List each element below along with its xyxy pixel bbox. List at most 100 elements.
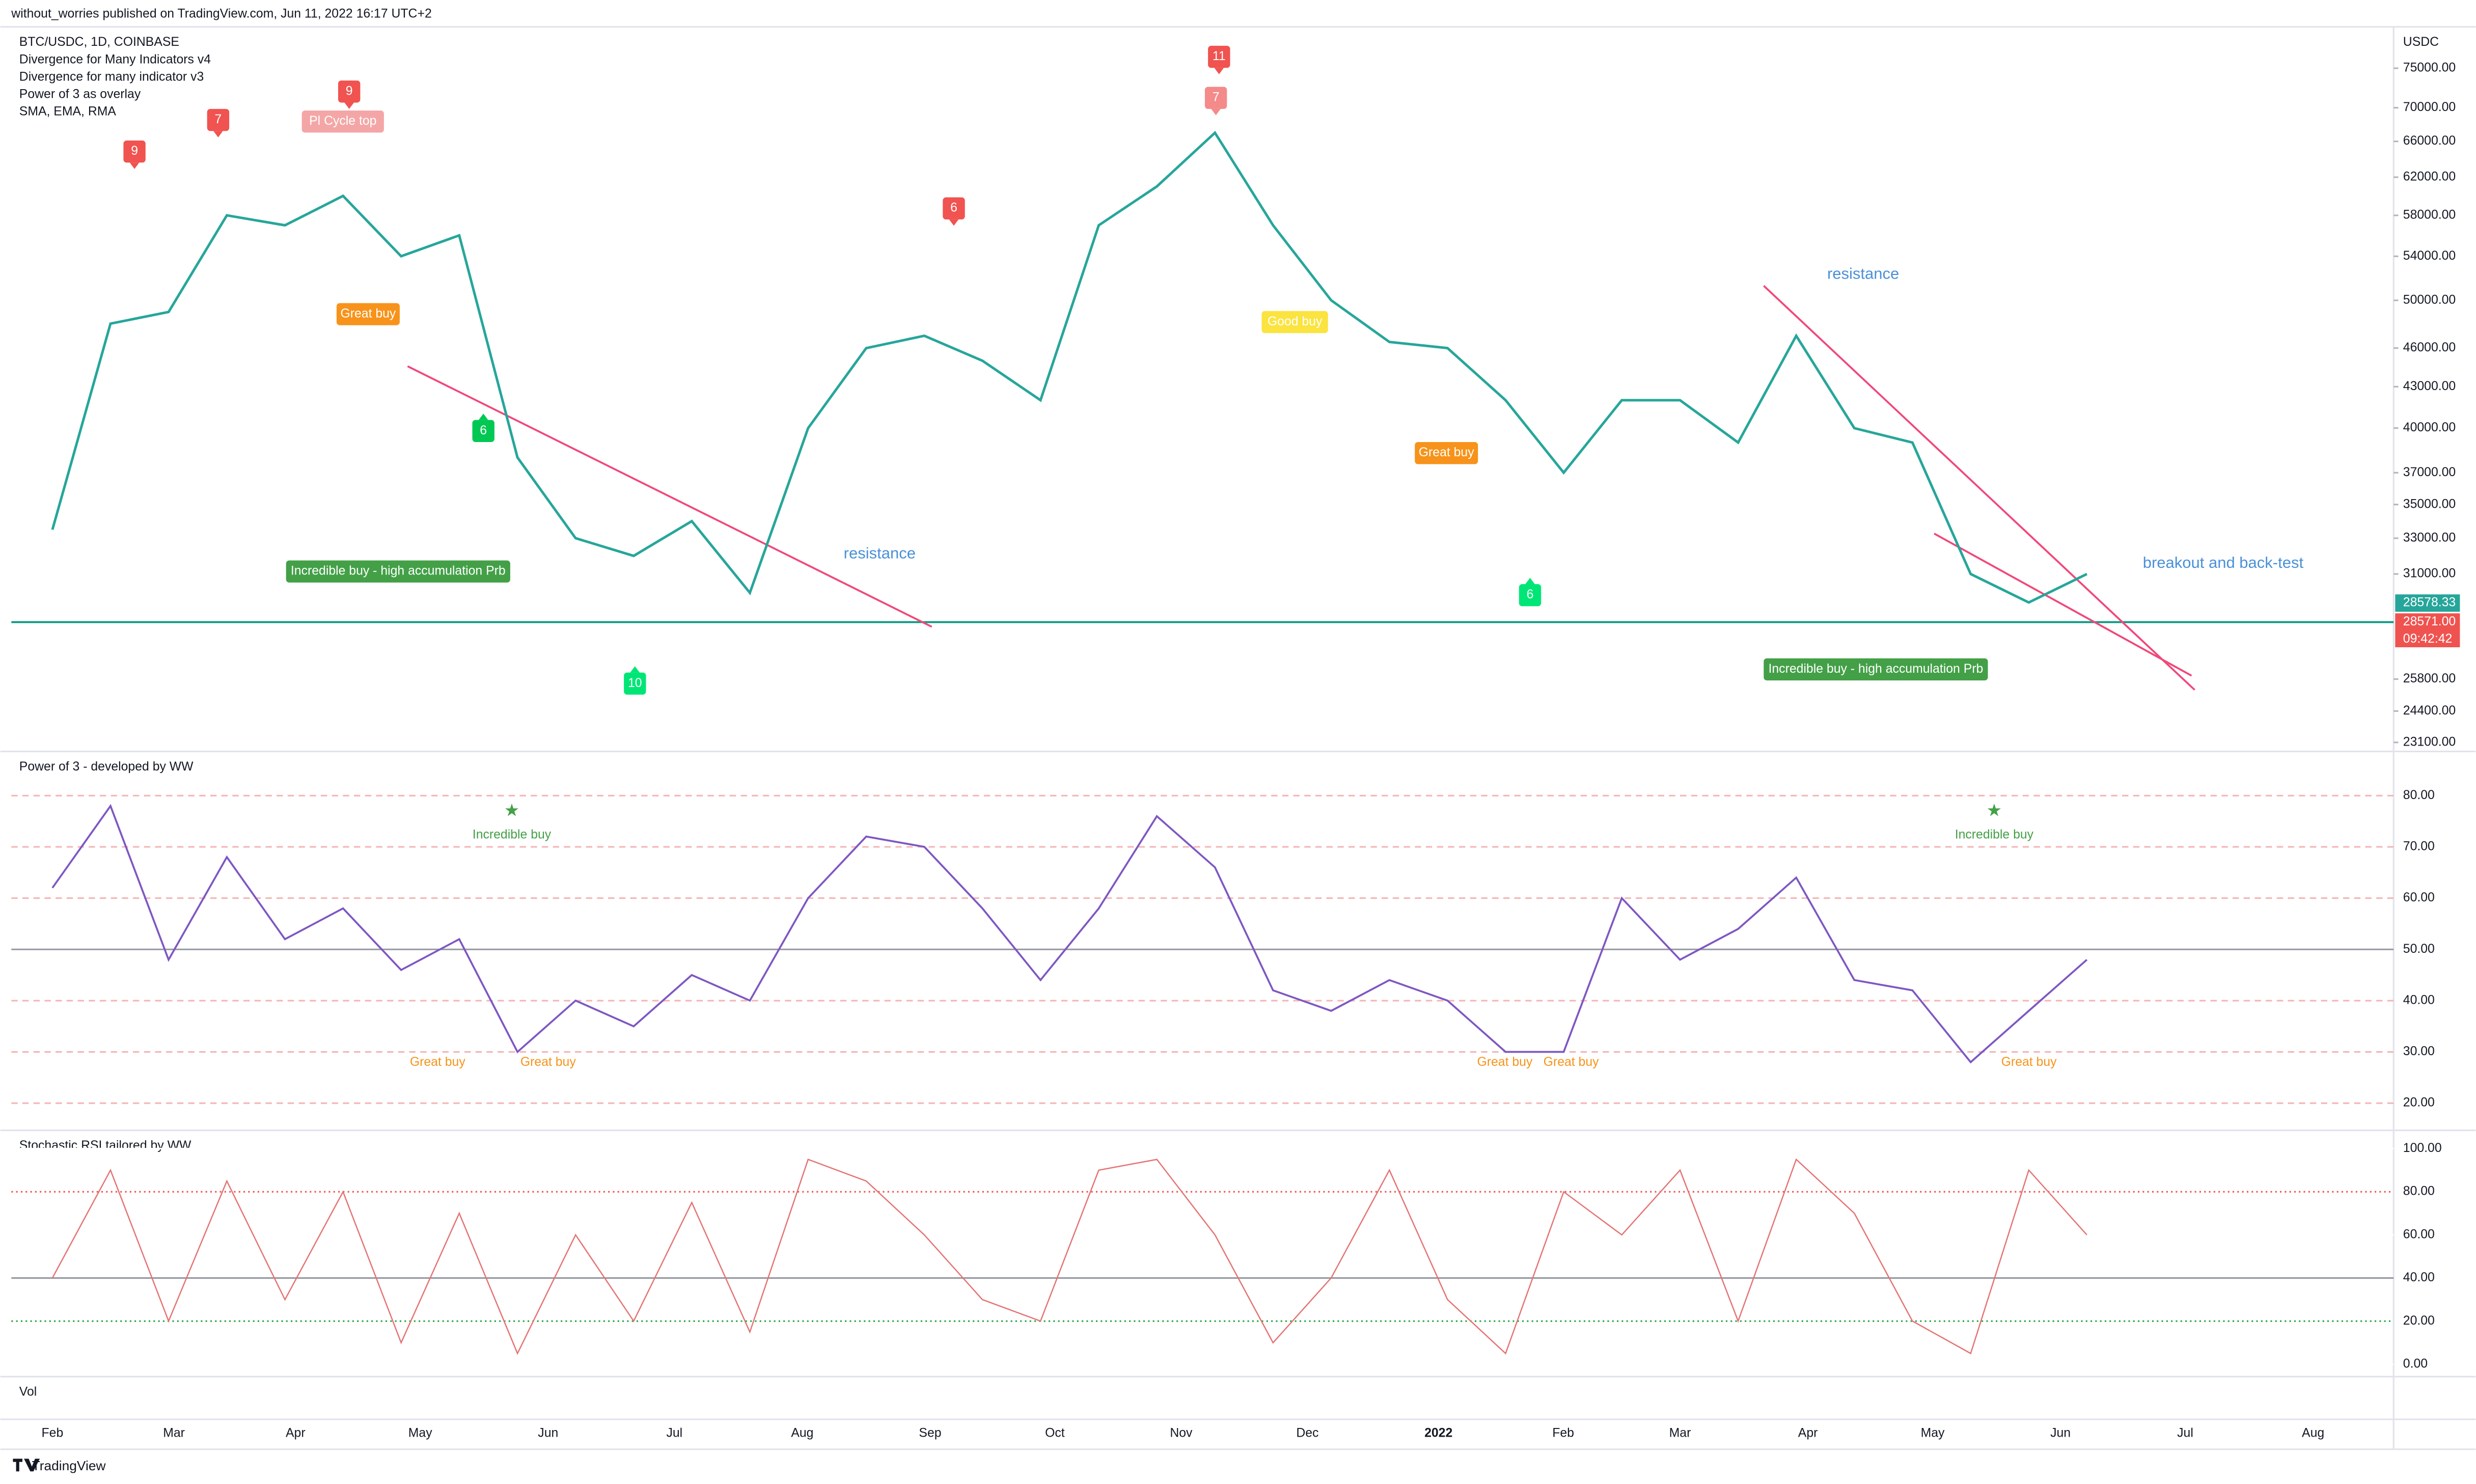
signal-box bbox=[207, 108, 230, 131]
y-tick-label: 31000.00 bbox=[2403, 567, 2456, 581]
y-tick-label: 20.00 bbox=[2403, 1096, 2435, 1110]
signal-pointer bbox=[129, 162, 140, 169]
y-tick-label: 58000.00 bbox=[2403, 208, 2456, 222]
pane-title: Power of 3 - developed by WW bbox=[19, 760, 194, 774]
annotation: breakout and back-test bbox=[2143, 554, 2304, 571]
x-tick-label: Sep bbox=[919, 1426, 941, 1440]
signal-text: Incredible buy bbox=[473, 828, 552, 841]
signal-box bbox=[123, 140, 146, 163]
signal-text: 7 bbox=[1213, 91, 1220, 104]
y-tick-label: 60.00 bbox=[2403, 1227, 2435, 1241]
y-tick-label: 46000.00 bbox=[2403, 341, 2456, 354]
signal-text: 6 bbox=[950, 201, 957, 215]
label-box bbox=[1764, 658, 1988, 681]
x-tick-label: May bbox=[1921, 1426, 1945, 1440]
price-label: 28571.00 bbox=[2403, 615, 2456, 628]
x-tick-label: Jun bbox=[2050, 1426, 2071, 1440]
x-tick-label: Feb bbox=[42, 1426, 64, 1440]
trendline bbox=[1934, 533, 2192, 677]
label-text: Great buy bbox=[1419, 446, 1474, 459]
x-tick-label: Dec bbox=[1296, 1426, 1318, 1440]
y-tick-label: 75000.00 bbox=[2403, 61, 2456, 75]
y-tick-label: 80.00 bbox=[2403, 1185, 2435, 1198]
oscillator-line bbox=[51, 804, 2088, 1064]
x-tick-label: Jul bbox=[2177, 1426, 2193, 1440]
price-label-bg bbox=[2395, 613, 2460, 631]
y-tick-label: 43000.00 bbox=[2403, 379, 2456, 393]
publisher: without_worries published on TradingView… bbox=[11, 7, 431, 20]
signal-box bbox=[1204, 87, 1227, 109]
label-text: Pl Cycle top bbox=[309, 114, 376, 128]
x-tick-label: Mar bbox=[163, 1426, 185, 1440]
x-tick-label: Aug bbox=[2302, 1426, 2324, 1440]
label-box bbox=[1261, 311, 1328, 334]
y-tick-label: 60.00 bbox=[2403, 891, 2435, 904]
annotation: resistance bbox=[844, 544, 916, 562]
y-tick-label: 100.00 bbox=[2403, 1141, 2442, 1155]
signal-text: Great buy bbox=[410, 1055, 465, 1069]
y-tick-label: 66000.00 bbox=[2403, 134, 2456, 148]
label-text: Great buy bbox=[340, 307, 396, 320]
y-tick-label: 25800.00 bbox=[2403, 672, 2456, 685]
x-tick-label: Oct bbox=[1045, 1426, 1065, 1440]
signal-pointer bbox=[630, 666, 640, 673]
star-icon: ★ bbox=[504, 801, 520, 820]
x-tick-label: Jul bbox=[666, 1426, 682, 1440]
annotation: resistance bbox=[1827, 265, 1899, 283]
signal-text: Incredible buy bbox=[1955, 828, 2034, 841]
signal-text: 9 bbox=[131, 144, 138, 158]
label-text: Incredible buy - high accumulation Prb bbox=[1769, 662, 1984, 676]
y-tick-label: 50000.00 bbox=[2403, 293, 2456, 307]
label-box bbox=[336, 303, 400, 325]
signal-text: 11 bbox=[1213, 49, 1226, 63]
trendline bbox=[1763, 285, 2195, 691]
signal-pointer bbox=[1214, 68, 1224, 74]
signal-box bbox=[1519, 584, 1542, 607]
x-tick-label: Feb bbox=[1552, 1426, 1574, 1440]
x-tick-label: Aug bbox=[791, 1426, 813, 1440]
y-tick-label: 40.00 bbox=[2403, 993, 2435, 1007]
label-text: Good buy bbox=[1268, 315, 1323, 328]
signal-pointer bbox=[478, 414, 488, 420]
legend-item: SMA, EMA, RMA bbox=[19, 105, 117, 119]
y-tick-label: 40.00 bbox=[2403, 1271, 2435, 1284]
pane-title: Stochastic RSI tailored by WW bbox=[19, 1139, 191, 1152]
pane-borders bbox=[0, 26, 2476, 1450]
signal-text: Great buy bbox=[520, 1055, 576, 1069]
y-tick-label: 20.00 bbox=[2403, 1314, 2435, 1328]
signal-pointer bbox=[1525, 578, 1535, 584]
y-tick-label: 62000.00 bbox=[2403, 170, 2456, 183]
x-tick-label: Jun bbox=[538, 1426, 558, 1440]
signal-text: 6 bbox=[480, 424, 487, 437]
signal-pointer bbox=[213, 131, 223, 138]
signal-box bbox=[624, 672, 646, 695]
y-tick-label: 30.00 bbox=[2403, 1045, 2435, 1058]
star-icon: ★ bbox=[1987, 801, 2002, 820]
countdown: 09:42:42 bbox=[2403, 632, 2453, 646]
signal-text: Great buy bbox=[2001, 1055, 2057, 1069]
y-tick-label: 35000.00 bbox=[2403, 497, 2456, 511]
y-tick-label: 70000.00 bbox=[2403, 100, 2456, 114]
axis-title: USDC bbox=[2403, 35, 2439, 49]
label-box bbox=[1415, 442, 1478, 464]
signal-text: Great buy bbox=[1544, 1055, 1599, 1069]
logo bbox=[13, 1459, 40, 1472]
signal-text: 6 bbox=[1527, 588, 1534, 601]
y-tick-label: 50.00 bbox=[2403, 942, 2435, 956]
signal-text: 7 bbox=[215, 113, 222, 126]
y-tick-label: 80.00 bbox=[2403, 788, 2435, 802]
label-text: Incredible buy - high accumulation Prb bbox=[291, 564, 506, 578]
signal-pointer bbox=[1211, 108, 1221, 116]
countdown-bg bbox=[2395, 629, 2460, 647]
y-tick-label: 23100.00 bbox=[2403, 735, 2456, 749]
legend-item: Power of 3 as overlay bbox=[19, 88, 141, 101]
price-line bbox=[51, 130, 2087, 604]
price-label-bg bbox=[2395, 594, 2460, 612]
brand: TradingView bbox=[32, 1458, 106, 1473]
signal-box bbox=[338, 80, 361, 103]
signal-box bbox=[1208, 45, 1230, 68]
x-tick-label: Apr bbox=[1798, 1426, 1818, 1440]
y-tick-label: 24400.00 bbox=[2403, 704, 2456, 718]
